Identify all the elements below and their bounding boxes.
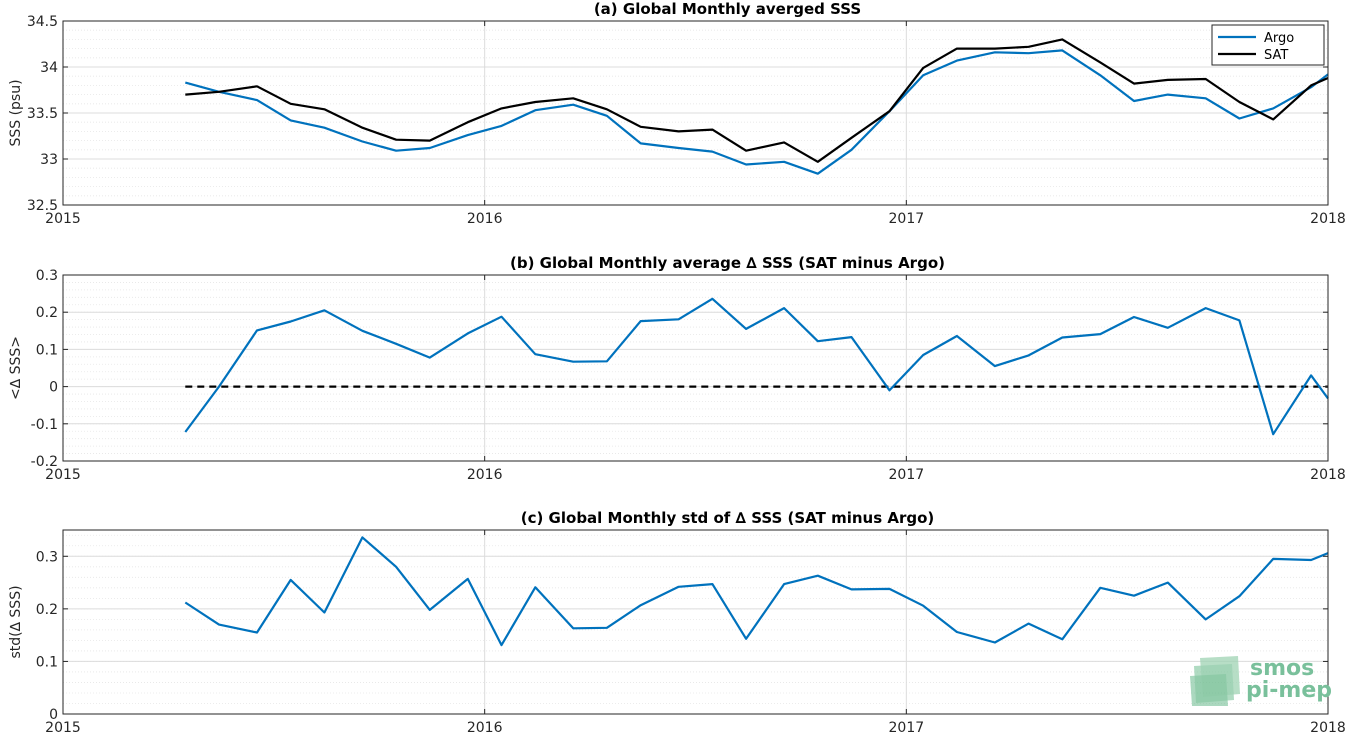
series-line-delta-c: [184, 536, 1329, 647]
series-line-delta-b: [184, 297, 1329, 436]
x-tick-label: 2016: [467, 720, 503, 736]
logo-mark-icon: [1190, 656, 1240, 706]
legend-label: Argo: [1264, 31, 1294, 46]
x-tick-label: 2015: [45, 720, 81, 736]
y-tick-label: -0.1: [31, 417, 58, 433]
series-line-argo: [185, 49, 1329, 175]
panel-title: (b) Global Monthly average ∆ SSS (SAT mi…: [510, 254, 945, 272]
panel-title: (c) Global Monthly std of ∆ SSS (SAT min…: [521, 509, 935, 527]
y-tick-label: 0.3: [36, 549, 58, 565]
x-tick-label: 2015: [45, 467, 81, 483]
y-axis-label: <∆ SSS>: [8, 336, 24, 400]
panel-title: (a) Global Monthly averged SSS: [594, 0, 861, 18]
y-tick-label: 0.1: [36, 342, 58, 358]
x-tick-label: 2016: [467, 467, 503, 483]
x-tick-label: 2018: [1310, 467, 1346, 483]
x-tick-label: 2017: [889, 211, 925, 227]
y-tick-label: 0.2: [36, 602, 58, 618]
logo-text-pi-mep: pi-mep: [1246, 678, 1332, 703]
panels: 2015 2016 2017 2018 32.5 33 33.5 34 34.5 (a) Glob…: [8, 0, 1346, 736]
x-tick-label: 2018: [1310, 720, 1346, 736]
legend-box: [1211, 24, 1325, 66]
x-tick-label: 2017: [889, 467, 925, 483]
x-tick-label: 2018: [1310, 211, 1346, 227]
x-tick-label: 2017: [889, 720, 925, 736]
y-tick-label: 0: [49, 380, 58, 396]
plot-area: [63, 275, 1328, 461]
y-tick-label: 0: [49, 707, 58, 723]
panel-b: 2015 2016 2017 2018 -0.2 -0.1 0 0.1 0.2 0.3 (b) Gl…: [8, 254, 1346, 483]
logo-text-smos: smos: [1250, 656, 1314, 681]
y-axis-label: SSS (psu): [8, 79, 24, 146]
y-tick-label: 34.5: [27, 14, 58, 30]
y-tick-label: 33: [40, 152, 58, 168]
smos-pi-mep-logo: smos pi-mep: [1190, 656, 1332, 706]
y-tick-label: 33.5: [27, 106, 58, 122]
y-tick-label: 0.3: [36, 268, 58, 284]
axes-box: [62, 529, 1329, 715]
legend: Argo SAT: [1211, 24, 1325, 66]
plot-area: [63, 530, 1328, 714]
y-tick-label: 0.2: [36, 305, 58, 321]
y-tick-label: 34: [40, 60, 58, 76]
panel-a: 2015 2016 2017 2018 32.5 33 33.5 34 34.5 (a) Glob…: [8, 0, 1346, 227]
series-line-sat: [185, 38, 1329, 163]
y-tick-label: -0.2: [31, 454, 58, 470]
x-tick-label: 2015: [45, 211, 81, 227]
y-tick-label: 32.5: [27, 198, 58, 214]
y-axis-label: std(∆ SSS): [8, 585, 24, 658]
panel-c: 2015 2016 2017 2018 0 0.1 0.2 0.3 (c) Global Mon…: [8, 509, 1346, 736]
y-tick-label: 0.1: [36, 654, 58, 670]
axes-box: [62, 274, 1329, 462]
legend-label: SAT: [1264, 48, 1288, 63]
x-tick-label: 2016: [467, 211, 503, 227]
